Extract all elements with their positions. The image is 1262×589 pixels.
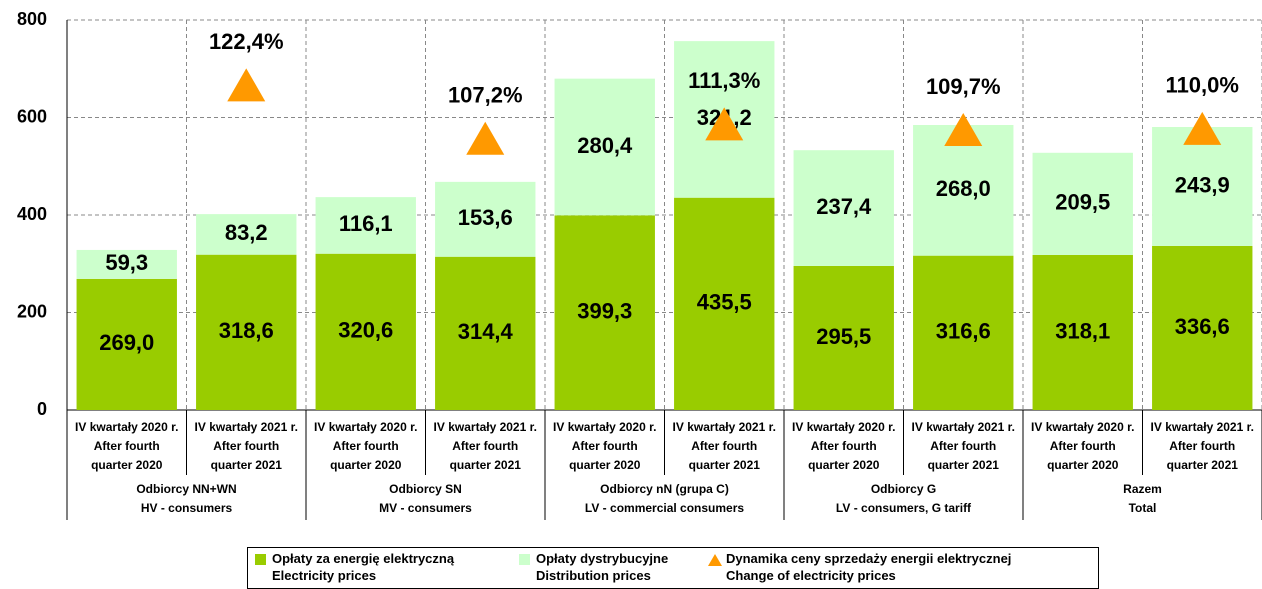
- value-label: 237,4: [816, 194, 872, 219]
- value-label: 318,1: [1055, 318, 1110, 343]
- legend-icon: [519, 554, 530, 565]
- legend-marker: [708, 554, 722, 566]
- x-tick-label: IV kwartały 2020 r. After fourth quarter…: [314, 420, 418, 472]
- bar-segment: [196, 214, 297, 255]
- value-label: 109,7%: [926, 74, 1001, 99]
- group-label: Razem Total: [1123, 482, 1162, 515]
- y-tick-label: 0: [37, 399, 47, 419]
- value-label: 318,6: [219, 318, 274, 343]
- value-label: 314,4: [458, 319, 514, 344]
- legend-icon: [708, 554, 722, 566]
- bar-segment: [913, 125, 1014, 256]
- value-label: 107,2%: [448, 83, 523, 108]
- value-label: 110,0%: [1166, 73, 1239, 98]
- legend: Opłaty za energię elektryczną Electricit…: [247, 547, 1099, 589]
- bar-segment: [1152, 245, 1253, 410]
- bar-segment: [315, 253, 416, 410]
- y-tick-label: 400: [17, 204, 47, 224]
- value-label: 268,0: [936, 176, 991, 201]
- value-label: 269,0: [99, 330, 154, 355]
- x-tick-label: IV kwartały 2020 r. After fourth quarter…: [553, 420, 657, 472]
- value-label: 59,3: [105, 250, 148, 275]
- y-tick-label: 200: [17, 301, 47, 321]
- bar-segment: [1152, 127, 1253, 246]
- x-tick-label: IV kwartały 2021 r. After fourth quarter…: [672, 420, 776, 472]
- bar-segment: [435, 256, 536, 410]
- value-label: 295,5: [816, 324, 871, 349]
- bar-segment: [1032, 152, 1133, 255]
- legend-swatch: [255, 554, 266, 565]
- group-label: Odbiorcy nN (grupa C) LV - commercial co…: [584, 482, 745, 515]
- change-marker: [705, 107, 744, 141]
- value-label: 116,1: [339, 211, 393, 236]
- x-tick-label: IV kwartały 2020 r. After fourth quarter…: [1031, 420, 1135, 472]
- value-label: 336,6: [1175, 314, 1230, 339]
- legend-label: Opłaty dystrybucyjne Distribution prices: [536, 551, 669, 583]
- x-tick-label: IV kwartały 2020 r. After fourth quarter…: [792, 420, 896, 472]
- bar-segment: [435, 181, 536, 257]
- bar-segment: [76, 249, 177, 279]
- bar-segment: [554, 215, 655, 410]
- value-label: 83,2: [225, 220, 268, 245]
- value-label: 111,3%: [688, 68, 760, 93]
- legend-item: Opłaty za energię elektryczną Electricit…: [252, 550, 454, 584]
- value-label: 320,6: [338, 318, 393, 343]
- value-label: 280,4: [577, 133, 633, 158]
- x-tick-label: IV kwartały 2021 r. After fourth quarter…: [1150, 420, 1254, 472]
- legend-item: Dynamika ceny sprzedaży energii elektryc…: [706, 550, 1011, 584]
- change-marker: [227, 68, 266, 102]
- bar-segment: [793, 150, 894, 266]
- value-label: 435,5: [697, 290, 752, 315]
- change-marker: [466, 121, 505, 155]
- value-label: 209,5: [1055, 190, 1110, 215]
- bar-segment: [196, 254, 297, 410]
- group-label: Odbiorcy NN+WN HV - consumers: [136, 482, 237, 515]
- value-label: 122,4%: [209, 29, 284, 54]
- bar-segment: [674, 197, 775, 410]
- bar-segment: [793, 265, 894, 410]
- legend-icon: [255, 554, 266, 565]
- value-label: 153,6: [458, 205, 513, 230]
- x-tick-label: IV kwartały 2021 r. After fourth quarter…: [194, 420, 298, 472]
- group-label: Odbiorcy G LV - consumers, G tariff: [835, 482, 972, 515]
- legend-swatch: [519, 554, 530, 565]
- plot: 0 200 400 600 800 269,0 318,6 320,6 314,4 399,3 43…: [17, 9, 1262, 520]
- y-tick-label: 800: [17, 9, 47, 29]
- x-tick-label: IV kwartały 2020 r. After fourth quarter…: [75, 420, 179, 472]
- value-label: 243,9: [1175, 172, 1230, 197]
- x-tick-label: IV kwartały 2021 r. After fourth quarter…: [433, 420, 537, 472]
- value-label: 399,3: [577, 298, 632, 323]
- value-label: 316,6: [936, 319, 991, 344]
- y-tick-label: 600: [17, 106, 47, 126]
- change-marker: [1183, 111, 1222, 145]
- bar-segment: [76, 278, 177, 410]
- legend-label: Dynamika ceny sprzedaży energii elektryc…: [726, 551, 1012, 583]
- legend-item: Opłaty dystrybucyjne Distribution prices: [516, 550, 668, 584]
- x-tick-label: IV kwartały 2021 r. After fourth quarter…: [911, 420, 1015, 472]
- change-marker: [944, 112, 983, 146]
- bar-segment: [1032, 254, 1133, 410]
- bar-segment: [315, 197, 416, 254]
- legend-label: Opłaty za energię elektryczną Electricit…: [272, 551, 455, 583]
- group-label: Odbiorcy SN MV - consumers: [379, 482, 472, 515]
- bar-segment: [554, 78, 655, 216]
- bar-segment: [913, 255, 1014, 410]
